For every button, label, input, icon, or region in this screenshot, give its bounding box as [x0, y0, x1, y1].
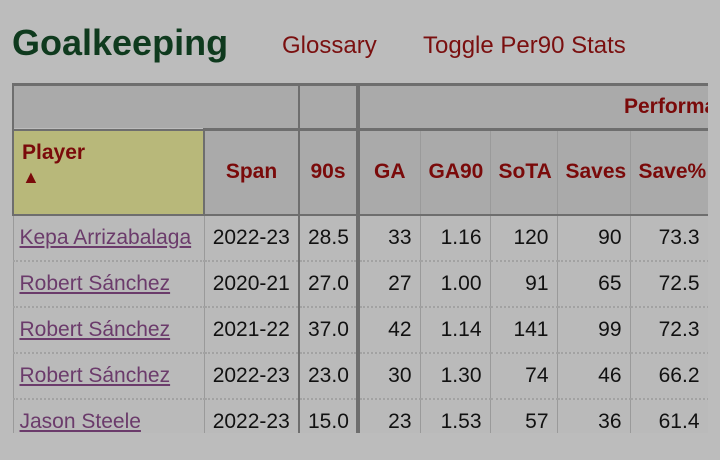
column-header-save-pct[interactable]: Save%: [629, 128, 708, 216]
cell-90s: 28.5: [298, 214, 359, 262]
cell-sota: 120: [489, 214, 558, 262]
cell-saves: 65: [556, 260, 631, 308]
column-header-sota[interactable]: SoTA: [489, 128, 558, 216]
cell-ga: 33: [356, 214, 421, 262]
cell-span: 2020-21: [203, 260, 300, 308]
cell-span: 2022-23: [203, 214, 300, 262]
player-link[interactable]: Robert Sánchez: [19, 363, 171, 387]
player-link[interactable]: Robert Sánchez: [19, 271, 171, 295]
cell-90s: 15.0: [298, 398, 359, 433]
goalkeeping-table-container[interactable]: Performance Player▲ Span 90s GA GA90 SoT…: [12, 83, 708, 433]
cell-ga90: 1.30: [419, 352, 491, 400]
cell-90s: 37.0: [298, 306, 359, 354]
cell-sota: 57: [489, 398, 558, 433]
sort-ascending-icon: ▲: [22, 166, 40, 187]
table-row: Jason Steele 2022-23 15.0 23 1.53 57 36 61.4: [12, 398, 708, 433]
cell-ga90: 1.00: [419, 260, 491, 308]
cell-span: 2022-23: [203, 398, 300, 433]
cell-90s: 23.0: [298, 352, 359, 400]
cell-ga: 30: [356, 352, 421, 400]
cell-player: Robert Sánchez: [12, 306, 205, 354]
cell-player: Robert Sánchez: [12, 352, 205, 400]
cell-sota: 141: [489, 306, 558, 354]
over-header-performance: Performance: [355, 83, 708, 131]
page-title: Goalkeeping: [12, 22, 229, 63]
cell-ga: 27: [356, 260, 421, 308]
cell-ga: 23: [356, 398, 421, 433]
column-label: Player: [22, 140, 86, 164]
cell-span: 2022-23: [203, 352, 300, 400]
toggle-per90-link[interactable]: Toggle Per90 Stats: [423, 32, 626, 59]
cell-saves: 99: [556, 306, 631, 354]
cell-sota: 91: [489, 260, 558, 308]
cell-save-pct: 61.4: [629, 398, 708, 433]
cell-saves: 46: [556, 352, 631, 400]
column-header-span[interactable]: Span: [203, 128, 300, 216]
player-link[interactable]: Robert Sánchez: [19, 317, 171, 341]
over-header-blank: [298, 83, 359, 131]
column-header-row: Player ▲ Span 90s GA GA90 SoTA Saves Save…: [12, 128, 708, 216]
goalkeeping-table: Performance Player▲ Span 90s GA GA90 SoT…: [12, 83, 708, 433]
column-header-saves[interactable]: Saves: [556, 128, 631, 216]
cell-player: Robert Sánchez: [12, 260, 205, 308]
table-row: Kepa Arrizabalaga 2022-23 28.5 33 1.16 120 90 7…: [12, 214, 708, 262]
cell-save-pct: 66.2: [629, 352, 708, 400]
column-header-ga[interactable]: GA: [356, 128, 421, 216]
column-header-player[interactable]: Player ▲: [12, 128, 205, 216]
cell-save-pct: 73.3: [629, 214, 708, 262]
glossary-link[interactable]: Glossary: [282, 32, 377, 59]
player-link[interactable]: Kepa Arrizabalaga: [19, 225, 192, 249]
cell-saves: 90: [556, 214, 631, 262]
column-header-ga90[interactable]: GA90: [419, 128, 491, 216]
cell-span: 2021-22: [203, 306, 300, 354]
cell-saves: 36: [556, 398, 631, 433]
cell-save-pct: 72.5: [629, 260, 708, 308]
cell-ga90: 1.14: [419, 306, 491, 354]
cell-ga90: 1.16: [419, 214, 491, 262]
over-header-row: Performance: [12, 83, 708, 131]
table-row: Robert Sánchez 2021-22 37.0 42 1.14 141 99 72.3: [12, 306, 708, 354]
cell-ga90: 1.53: [419, 398, 491, 433]
cell-player: Jason Steele: [12, 398, 205, 433]
cell-90s: 27.0: [298, 260, 359, 308]
cell-sota: 74: [489, 352, 558, 400]
cell-save-pct: 72.3: [629, 306, 708, 354]
column-header-90s[interactable]: 90s: [298, 128, 359, 216]
player-link[interactable]: Jason Steele: [19, 409, 141, 433]
table-row: Robert Sánchez 2020-21 27.0 27 1.00 91 65 72.5: [12, 260, 708, 308]
cell-ga: 42: [356, 306, 421, 354]
table-row: Robert Sánchez 2022-23 23.0 30 1.30 74 46 66.2: [12, 352, 708, 400]
cell-player: Kepa Arrizabalaga: [12, 214, 205, 262]
over-header-blank: [12, 83, 300, 131]
